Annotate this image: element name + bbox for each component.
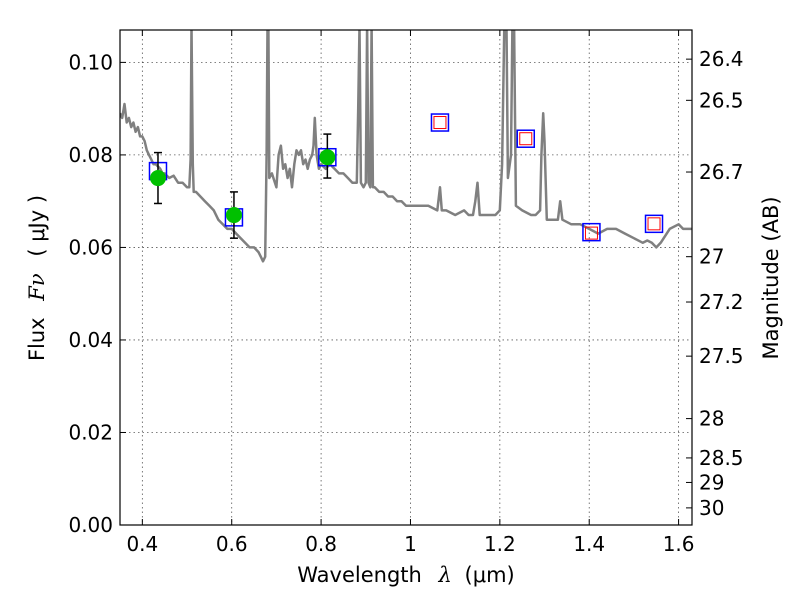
- sed-model-line: [120, 30, 692, 263]
- y-tick-label: 0.06: [68, 235, 113, 259]
- observed-flux-point: [319, 149, 336, 166]
- x-axis-label: Wavelength λ (μm): [297, 563, 514, 587]
- y2-tick-label: 27.5: [699, 344, 744, 368]
- y-axis-label-text: Flux: [25, 317, 49, 361]
- y2-tick-label: 28.5: [699, 446, 744, 470]
- plot-frame: [119, 29, 693, 526]
- predicted-band-square: [647, 217, 661, 231]
- y-axis-label: Flux Fν ( μJy ): [25, 195, 49, 361]
- points-layer: [148, 113, 664, 242]
- x-axis-label-symbol: λ: [438, 563, 452, 587]
- predicted-band-square: [519, 132, 533, 146]
- x-tick-label: 1.2: [484, 532, 516, 556]
- y-ticks: 0.00 0.02 0.04 0.06 0.08 0.10: [68, 50, 126, 537]
- x-tick-label: 0.8: [305, 532, 337, 556]
- model-photometry-square: [430, 113, 450, 132]
- x-tick-label: 1.4: [573, 532, 605, 556]
- y2-tick-label: 28: [699, 407, 724, 431]
- y2-tick-label: 26.5: [699, 88, 744, 112]
- y-axis-label-unit: ( μJy ): [25, 195, 49, 257]
- x-axis-label-text: Wavelength: [297, 563, 422, 587]
- y-axis-label-symbol: Fν: [25, 273, 49, 302]
- y2-tick-label: 26.4: [699, 47, 744, 71]
- y2-tick-label: 29: [699, 470, 724, 494]
- y-tick-label: 0.02: [68, 420, 113, 444]
- y2-tick-label: 27.2: [699, 290, 744, 314]
- model-photometry-square: [516, 129, 536, 148]
- y-tick-label: 0.00: [68, 513, 113, 537]
- x-ticks: 0.4 0.6 0.8 1 1.2 1.4 1.6: [126, 30, 695, 556]
- y-tick-label: 0.08: [68, 143, 113, 167]
- grid-lines: [120, 30, 692, 526]
- predicted-band-square: [584, 226, 598, 240]
- x-tick-label: 1.6: [663, 532, 695, 556]
- sed-layer: [120, 30, 692, 263]
- y2-tick-label: 30: [699, 496, 724, 520]
- model-photometry-square: [582, 222, 601, 242]
- y-tick-label: 0.10: [68, 50, 113, 74]
- observed-flux-point: [225, 207, 242, 224]
- predicted-band-square: [433, 116, 447, 130]
- y2-axis-label: Magnitude (AB): [759, 196, 783, 359]
- x-axis-label-unit: (μm): [465, 563, 515, 587]
- x-tick-label: 0.6: [216, 532, 248, 556]
- x-tick-label: 1: [404, 532, 417, 556]
- y-tick-label: 0.04: [68, 328, 113, 352]
- x-tick-label: 0.4: [126, 532, 158, 556]
- observed-flux-point: [149, 170, 166, 187]
- model-photometry-square: [644, 214, 664, 234]
- y2-tick-label: 26.7: [699, 160, 744, 184]
- y2-tick-label: 27: [699, 245, 724, 269]
